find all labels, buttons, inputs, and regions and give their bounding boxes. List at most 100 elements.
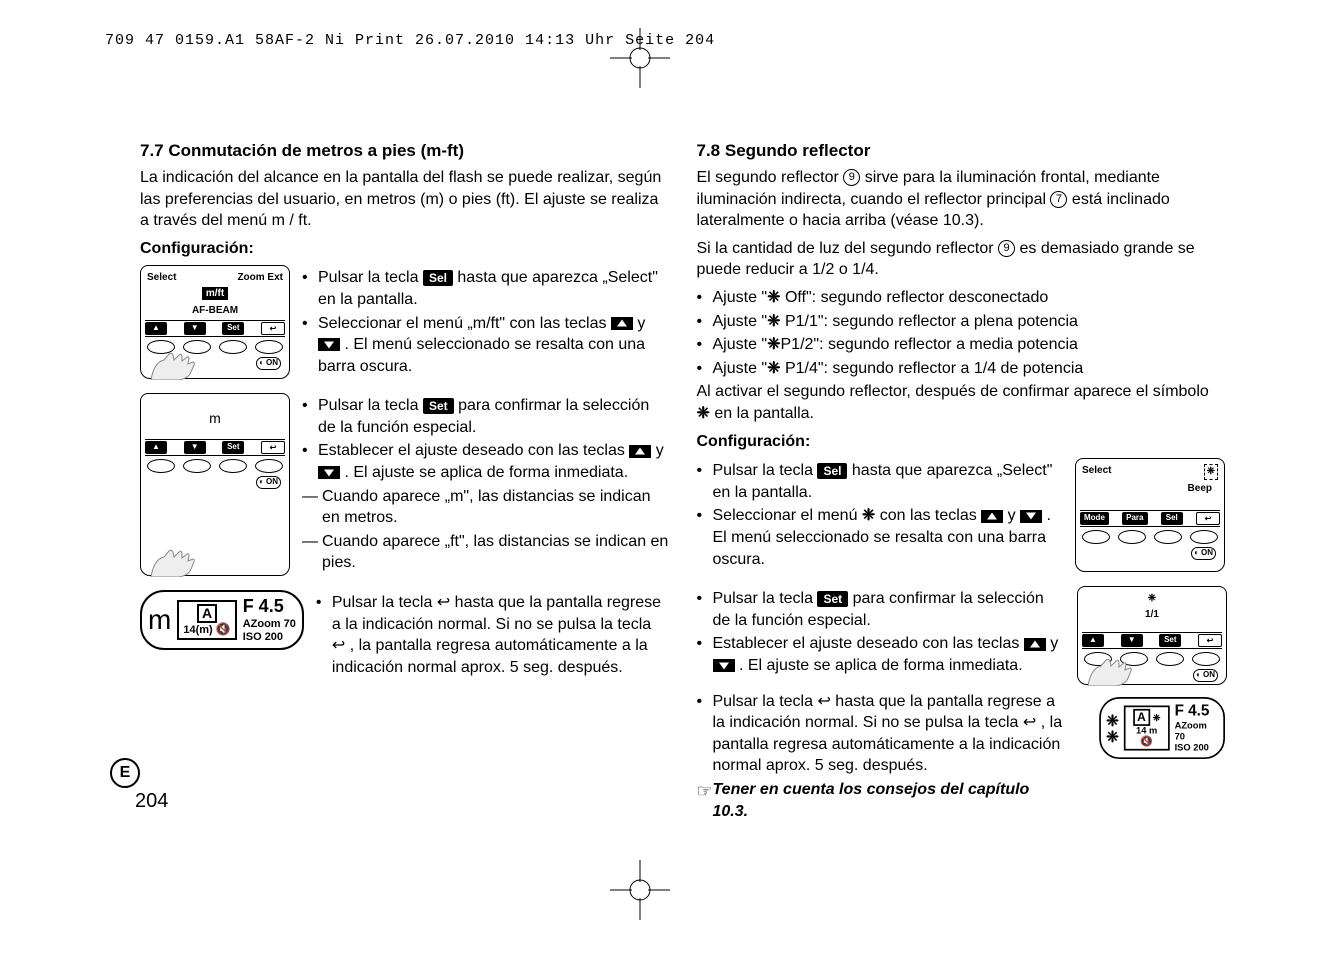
- lcd-f: F 4.5: [243, 596, 296, 618]
- set-key: Set: [817, 591, 848, 607]
- l-d2: Cuando aparece „ft", las distancias se i…: [322, 531, 669, 574]
- disp1-mft: m/ft: [202, 287, 228, 301]
- lcd-a: A: [197, 604, 217, 623]
- l-d1: Cuando aparece „m", las distancias se in…: [322, 486, 669, 529]
- left-column: 7.7 Conmutación de metros a pies (m-ft) …: [140, 140, 669, 838]
- l-b3a: Pulsar la tecla: [318, 397, 423, 414]
- speaker-icon: 🔇: [216, 623, 231, 636]
- pointer-icon: ☞: [697, 779, 713, 803]
- l-b2b: y: [633, 315, 645, 332]
- disp2-up: ▲: [145, 441, 167, 454]
- crop-mark-top: [610, 28, 670, 88]
- lcd-dist: 14(m): [183, 624, 212, 636]
- down-key-icon: [1020, 510, 1042, 523]
- r-p2a: Si la cantidad de luz del segundo reflec…: [697, 240, 999, 257]
- language-badge: E: [110, 758, 140, 788]
- hand-icon: [149, 352, 204, 380]
- r-b4a: Establecer el ajuste deseado con las tec…: [713, 635, 1024, 652]
- reflector-icon: ❈: [1204, 464, 1218, 480]
- dispr1-select: Select: [1082, 464, 1111, 480]
- sel-key: Sel: [817, 463, 847, 479]
- disp1-set: Set: [222, 322, 244, 335]
- l-b4c: . El ajuste se aplica de forma inmediata…: [340, 464, 628, 481]
- lcdr-f: F 4.5: [1175, 702, 1219, 720]
- r-s3: P1/2": segundo reflector a media potenci…: [781, 336, 1078, 353]
- reflector-icon: ❈: [697, 403, 710, 425]
- disp2-onoff: ◐ ON: [256, 476, 281, 489]
- r-b1a: Pulsar la tecla: [713, 462, 818, 479]
- dispr2-frac: 1/1: [1082, 608, 1222, 622]
- dispr1-onoff: ◐ ON: [1191, 547, 1216, 560]
- up-key-icon: [629, 445, 651, 458]
- page-number: 204: [135, 790, 168, 813]
- r-s4: P1/4": segundo reflector a 1/4 de potenc…: [781, 360, 1084, 377]
- dispr2-down: ▼: [1121, 634, 1143, 647]
- disp1-onoff: ◐ ON: [256, 357, 281, 370]
- l-b5a: Pulsar la tecla: [332, 594, 437, 611]
- r-b2c: y: [1003, 507, 1020, 524]
- l-b4b: y: [651, 442, 663, 459]
- reflector-icon: ❈: [1106, 713, 1119, 728]
- reflector-icon: ❈: [1106, 729, 1119, 744]
- right-column: 7.8 Segundo reflector El segundo reflect…: [697, 140, 1226, 838]
- config-label-right: Configuración:: [697, 431, 1226, 453]
- disp1-return: ↩: [261, 322, 285, 335]
- disp1-down: ▼: [184, 322, 206, 335]
- dispr2-set: Set: [1159, 634, 1181, 647]
- config-label-left: Configuración:: [140, 238, 669, 260]
- speaker-icon: 🔇: [1140, 736, 1153, 747]
- down-key-icon: [318, 466, 340, 479]
- return-icon: ↩: [1023, 712, 1036, 734]
- r-b4b: y: [1046, 635, 1058, 652]
- l-b1a: Pulsar la tecla: [318, 269, 423, 286]
- up-key-icon: [1024, 638, 1046, 651]
- section-title-right: 7.8 Segundo reflector: [697, 140, 1226, 163]
- hand-icon-r: [1086, 658, 1141, 686]
- dispr2-return: ↩: [1198, 634, 1222, 647]
- reflector-icon: ❈: [767, 287, 780, 309]
- lcdr-a: A: [1133, 709, 1150, 725]
- hand-icon-2: [149, 549, 204, 577]
- flash-display-r2: ❈ 1/1 ▲ ▼ Set ↩ ◐ ON: [1077, 586, 1227, 685]
- dispr1-mode: Mode: [1080, 512, 1109, 525]
- r-b5a: Pulsar la tecla: [713, 693, 818, 710]
- sel-key: Sel: [423, 270, 453, 286]
- reflector-icon: ❈: [767, 334, 780, 356]
- dispr1-sel: Sel: [1161, 512, 1183, 525]
- flash-display-1: SelectZoom Ext m/ft AF-BEAM ▲ ▼ Set ↩ ◐ …: [140, 265, 290, 379]
- dispr1-para: Para: [1122, 512, 1147, 525]
- r-b4c: . El ajuste se aplica de forma inmediata…: [735, 657, 1023, 674]
- l-b5c: , la pantalla regresa automáticamente a …: [332, 637, 648, 676]
- dispr2-up: ▲: [1082, 634, 1104, 647]
- lcd-m: m: [148, 601, 171, 639]
- l-b2c: . El menú seleccionado se resalta con un…: [318, 336, 645, 375]
- disp2-m: m: [209, 409, 221, 428]
- r-note: Tener en cuenta los consejos del capítul…: [713, 779, 1066, 822]
- return-icon: ↩: [437, 592, 450, 614]
- dispr2-onoff: ◐ ON: [1193, 669, 1218, 682]
- disp1-up: ▲: [145, 322, 167, 335]
- r-p3b: en la pantalla.: [710, 405, 814, 422]
- l-b2a: Seleccionar el menú „m/ft" con las tecla…: [318, 315, 611, 332]
- circled-9: 9: [843, 169, 860, 186]
- reflector-icon: ❈: [862, 505, 875, 527]
- r-b2a: Seleccionar el menú: [713, 507, 862, 524]
- r-s2: P1/1": segundo reflector a plena potenci…: [781, 313, 1078, 330]
- r-b3a: Pulsar la tecla: [713, 590, 818, 607]
- disp2-down: ▼: [184, 441, 206, 454]
- lcd-iso: ISO 200: [243, 631, 296, 644]
- reflector-icon: ❈: [1148, 592, 1156, 606]
- flash-display-r1: Select❈ Beep Mode Para Sel ↩ ◐ ON: [1075, 458, 1225, 572]
- l-b4a: Establecer el ajuste deseado con las tec…: [318, 442, 629, 459]
- lcdr-iso: ISO 200: [1175, 743, 1219, 754]
- reflector-icon: ❈: [767, 311, 780, 333]
- flash-display-2: m ▲ ▼ Set ↩ ◐ ON: [140, 393, 290, 576]
- r-p1a: El segundo reflector: [697, 169, 844, 186]
- disp1-afbeam: AF-BEAM: [145, 304, 285, 318]
- down-key-icon: [713, 659, 735, 672]
- content: 7.7 Conmutación de metros a pies (m-ft) …: [140, 140, 1225, 838]
- disp2-set: Set: [222, 441, 244, 454]
- crop-mark-bottom: [610, 860, 670, 920]
- circled-9: 9: [998, 240, 1015, 257]
- lcd-display-right: ❈❈ A ❈ 14 m 🔇 F 4.5 AZoom 70 ISO 200: [1099, 697, 1225, 759]
